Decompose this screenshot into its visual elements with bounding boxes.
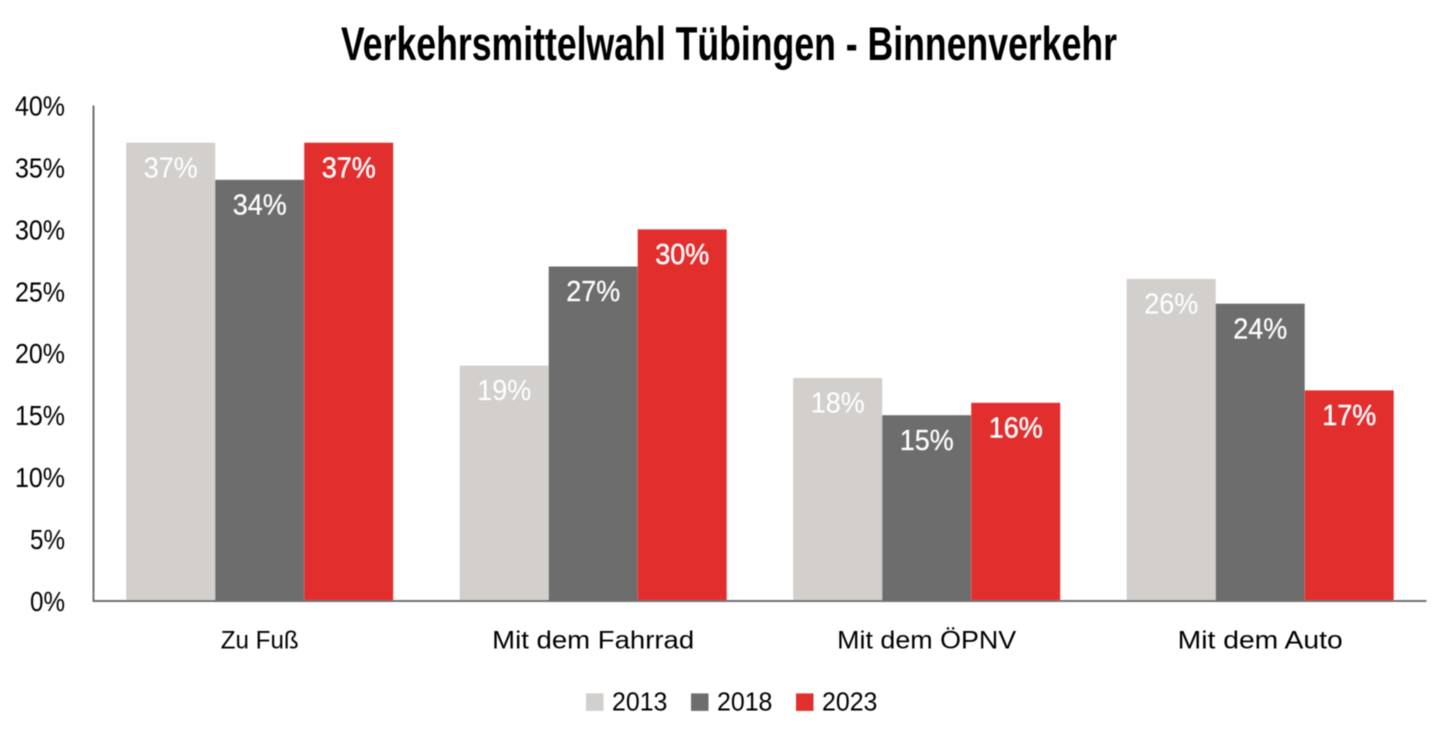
svg-text:17%: 17%	[1322, 400, 1376, 432]
svg-text:40%: 40%	[15, 90, 65, 122]
svg-text:15%: 15%	[15, 399, 65, 431]
svg-text:27%: 27%	[566, 276, 620, 308]
svg-text:5%: 5%	[30, 523, 65, 555]
svg-text:15%: 15%	[900, 425, 954, 457]
svg-text:35%: 35%	[15, 151, 65, 183]
svg-text:0%: 0%	[30, 585, 65, 617]
svg-text:18%: 18%	[811, 388, 865, 420]
svg-text:19%: 19%	[477, 375, 531, 407]
svg-text:37%: 37%	[144, 152, 198, 184]
svg-text:10%: 10%	[15, 461, 65, 493]
svg-text:Mit dem ÖPNV: Mit dem ÖPNV	[837, 626, 1016, 654]
svg-text:2018: 2018	[717, 687, 772, 717]
svg-text:2023: 2023	[822, 687, 877, 717]
svg-text:37%: 37%	[322, 152, 376, 184]
svg-text:20%: 20%	[15, 337, 65, 369]
svg-text:30%: 30%	[15, 213, 65, 245]
svg-text:Mit dem Auto: Mit dem Auto	[1178, 626, 1343, 654]
svg-text:26%: 26%	[1144, 289, 1198, 321]
svg-text:25%: 25%	[15, 275, 65, 307]
svg-text:34%: 34%	[233, 189, 287, 221]
svg-text:Zu Fuß: Zu Fuß	[221, 626, 299, 654]
svg-text:24%: 24%	[1233, 313, 1287, 345]
svg-text:30%: 30%	[655, 239, 709, 271]
svg-text:2013: 2013	[612, 687, 667, 717]
svg-text:16%: 16%	[989, 412, 1043, 444]
svg-text:Verkehrsmittelwahl Tübingen -: Verkehrsmittelwahl Tübingen - Binnenverk…	[341, 17, 1117, 70]
svg-text:Mit dem Fahrrad: Mit dem Fahrrad	[492, 626, 694, 654]
